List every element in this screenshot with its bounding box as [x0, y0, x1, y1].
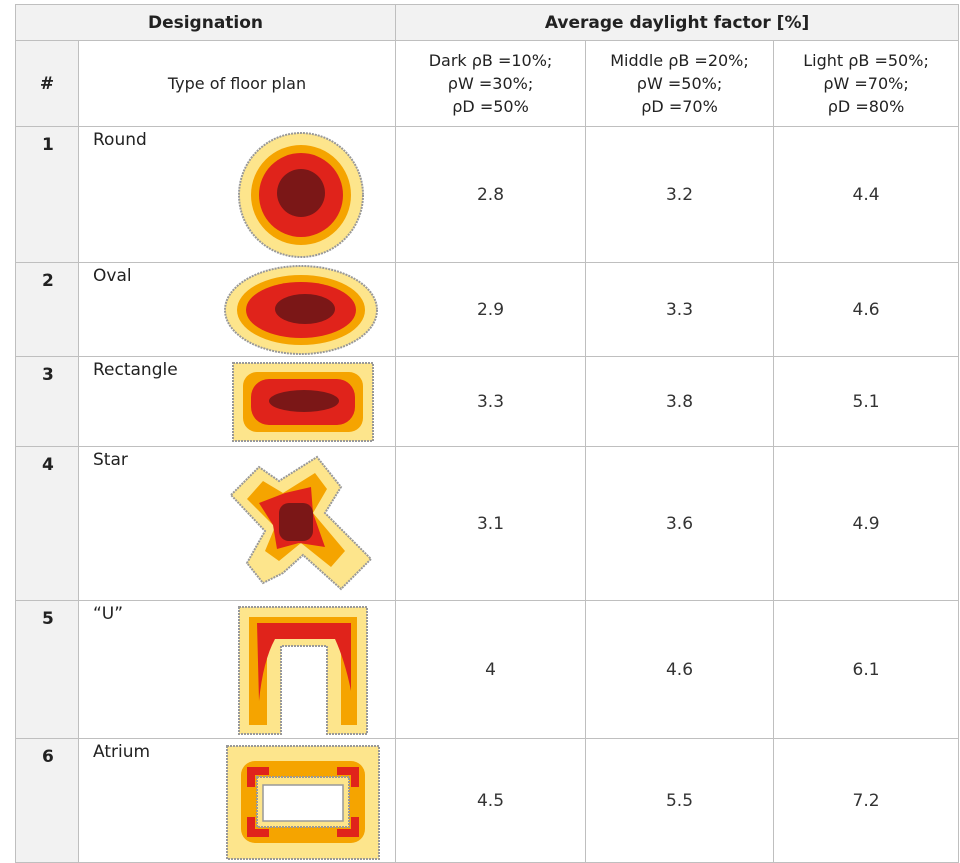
column-header: # [15, 40, 79, 127]
group-header: Average daylight factor [%] [395, 4, 960, 41]
value: 2.8 [395, 126, 587, 263]
type-cell: Oval [77, 262, 397, 357]
column-header-line: ρW =50%; [636, 74, 723, 93]
value: 4.6 [773, 262, 960, 357]
column-header: Dark ρB =10%; ρW =30%; ρD =50% [395, 40, 587, 127]
value: 3.2 [585, 126, 775, 263]
type-cell: Star [77, 446, 397, 601]
type-cell: “U” [77, 600, 397, 739]
floor-plan-icon [238, 606, 368, 735]
type-cell: Atrium [77, 738, 397, 863]
value: 7.2 [773, 738, 960, 863]
column-header-line: Light ρB =50%; [803, 51, 929, 70]
row: 4 Star 3.1 3.6 4.9 [15, 446, 960, 601]
row-number: 3 [15, 356, 79, 447]
type-name: “U” [93, 604, 124, 624]
value: 3.6 [585, 446, 775, 601]
row: 2 Oval 2.9 3.3 4.6 [15, 262, 960, 357]
row-number: 1 [15, 126, 79, 263]
value: 4.4 [773, 126, 960, 263]
type-name: Oval [93, 266, 132, 286]
value: 6.1 [773, 600, 960, 739]
value: 3.3 [585, 262, 775, 357]
row: 5 “U” 4 4.6 6.1 [15, 600, 960, 739]
row: 3 Rectangle 3.3 3.8 5.1 [15, 356, 960, 447]
column-header-line: ρD =80% [827, 97, 905, 116]
value: 2.9 [395, 262, 587, 357]
column-header-line: Middle ρB =20%; [610, 51, 749, 70]
row-number: 2 [15, 262, 79, 357]
row: 6 Atrium 4.5 5.5 7.2 [15, 738, 960, 863]
column-header: Middle ρB =20%; ρW =50%; ρD =70% [585, 40, 775, 127]
value: 3.8 [585, 356, 775, 447]
row-number: 6 [15, 738, 79, 863]
type-cell: Rectangle [77, 356, 397, 447]
value: 4.9 [773, 446, 960, 601]
value: 4.5 [395, 738, 587, 863]
floor-plan-icon [229, 455, 373, 591]
floor-plan-icon [238, 132, 364, 258]
column-header-line: ρD =50% [452, 97, 529, 116]
column-header-row: # Type of floor plan Dark ρB =10%; ρW =30%;… [15, 40, 960, 127]
row-number: 4 [15, 446, 79, 601]
floor-plan-icon [232, 362, 374, 442]
value: 3.1 [395, 446, 587, 601]
group-header: Designation [14, 4, 397, 41]
floor-plan-icon [226, 745, 380, 860]
value: 5.5 [585, 738, 775, 863]
value: 4 [395, 600, 587, 739]
value: 3.3 [395, 356, 587, 447]
column-header-line: ρD =70% [641, 97, 718, 116]
column-header-line: Dark ρB =10%; [428, 51, 553, 70]
type-name: Round [93, 130, 147, 150]
column-header: Light ρB =50%; ρW =70%; ρD =80% [773, 40, 960, 127]
type-cell: Round [77, 126, 397, 263]
column-header-line: ρW =30%; [447, 74, 534, 93]
type-name: Rectangle [93, 360, 178, 380]
column-header: Type of floor plan [77, 40, 397, 127]
type-name: Atrium [93, 742, 151, 762]
row-number: 5 [15, 600, 79, 739]
row: 1 Round 2.8 3.2 4.4 [15, 126, 960, 263]
column-header-line: ρW =70%; [823, 74, 909, 93]
daylight-table: Designation Average daylight factor [%] … [14, 4, 960, 863]
value: 5.1 [773, 356, 960, 447]
type-name: Star [93, 450, 128, 470]
column-header-line: # [39, 73, 55, 94]
floor-plan-icon [224, 265, 378, 355]
group-header-row: Designation Average daylight factor [%] [14, 4, 960, 41]
value: 4.6 [585, 600, 775, 739]
column-header-line: Type of floor plan [167, 74, 307, 93]
